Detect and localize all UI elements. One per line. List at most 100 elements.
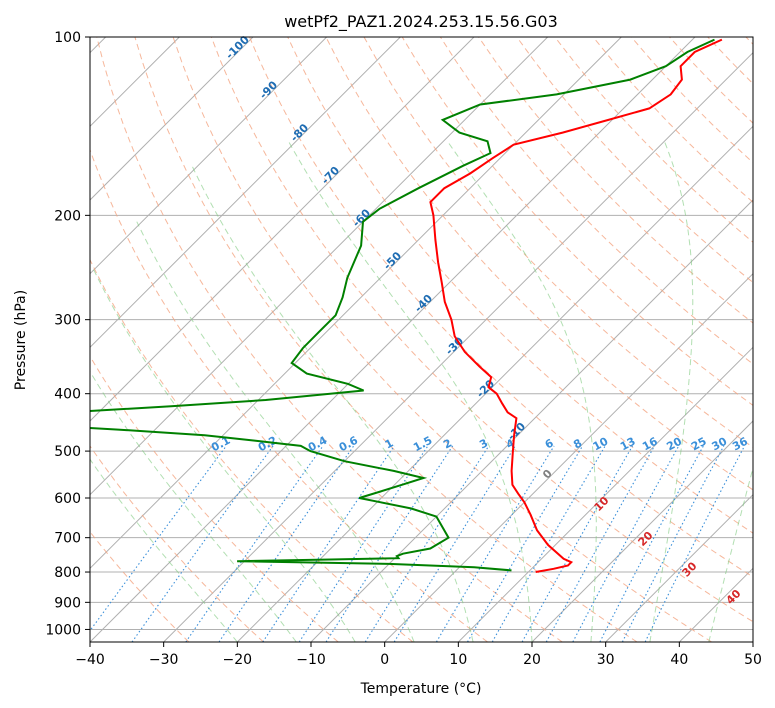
mixing-ratio-line <box>185 445 324 642</box>
mixing-ratio-line <box>435 445 555 642</box>
isotherm-line <box>90 37 254 201</box>
isotherm-line <box>678 567 753 642</box>
mixing-ratio-line <box>572 445 680 642</box>
x-tick-label: 0 <box>380 652 389 668</box>
y-tick-label: 600 <box>54 491 81 507</box>
mixing-ratio-label: 10 <box>591 435 611 454</box>
mixing-ratio-line <box>467 445 584 642</box>
mixing-ratio-line <box>545 445 656 642</box>
profiles <box>90 38 723 573</box>
dry-adiabat <box>90 148 488 642</box>
dry-adiabat <box>554 37 753 243</box>
y-axis-title: Pressure (hPa) <box>13 290 29 390</box>
mixing-ratio-line <box>364 445 490 642</box>
mixing-ratio-line <box>521 445 633 642</box>
dry-adiabat <box>172 37 712 642</box>
isotherm-label: 40 <box>724 587 744 607</box>
y-tick-label: 800 <box>54 565 81 581</box>
y-tick-label: 300 <box>54 313 81 329</box>
dry-adiabat <box>287 37 753 534</box>
y-tick-label: 400 <box>54 387 81 403</box>
dry-adiabat <box>439 37 753 365</box>
x-tick-label: 20 <box>523 652 541 668</box>
x-tick-label: −30 <box>149 652 179 668</box>
isotherm-line <box>605 493 753 642</box>
dry-adiabat <box>90 355 339 642</box>
plot-frame <box>89 36 754 643</box>
y-tick-label: 200 <box>54 208 81 224</box>
x-tick-label: −10 <box>296 652 326 668</box>
isotherm-label: -80 <box>288 121 311 144</box>
dry-adiabat <box>96 37 563 642</box>
moist-adiabat <box>708 466 753 642</box>
isotherm-line <box>90 37 401 349</box>
x-axis-title: Temperature (°C) <box>360 681 482 697</box>
mixing-ratio-label: 25 <box>689 435 709 454</box>
y-tick-label: 900 <box>54 595 81 611</box>
mixing-ratio-label: 6 <box>543 436 556 451</box>
mixing-ratio-line <box>262 445 395 642</box>
mixing-ratio-line <box>325 445 454 642</box>
y-tick-label: 700 <box>54 531 81 547</box>
mixing-ratio-label: 2 <box>441 436 454 451</box>
isotherm-label: -90 <box>257 78 280 101</box>
dry-adiabat <box>592 37 753 203</box>
isotherm-line <box>90 37 475 422</box>
isotherm-label: -20 <box>474 377 497 400</box>
mixing-ratio-line <box>644 445 746 642</box>
isotherm-line <box>457 346 753 642</box>
mixing-ratio-line <box>298 445 429 642</box>
y-tick-label: 100 <box>54 30 81 46</box>
isotherm-line <box>310 199 753 642</box>
isotherm-line <box>236 125 753 642</box>
dry-adiabat <box>707 37 753 85</box>
background-lines <box>90 37 753 642</box>
mixing-ratio-line <box>218 445 355 642</box>
mixing-ratio-line <box>599 445 704 642</box>
isotherm-line <box>90 37 696 642</box>
mixing-ratio-label: 36 <box>730 435 750 454</box>
dewpoint-profile <box>90 38 715 572</box>
moist-adiabat <box>649 141 694 642</box>
mixing-ratio-line <box>621 445 725 642</box>
mixing-ratio-label: 30 <box>710 435 730 454</box>
isotherm-line <box>163 51 753 642</box>
dry-adiabat <box>325 37 753 491</box>
dry-adiabat <box>745 37 753 45</box>
x-tick-label: −40 <box>75 652 105 668</box>
dry-adiabat <box>90 258 414 642</box>
isotherm-label: -50 <box>381 249 404 272</box>
mixing-ratio-line <box>90 445 227 632</box>
axes: −40 −30 −20 −10 0 10 20 30 40 50 100 200 300 400 500 60… <box>45 30 762 668</box>
moist-adiabat <box>92 267 356 642</box>
dry-adiabat <box>90 445 264 642</box>
isotherm-line <box>752 641 753 642</box>
moist-adiabat <box>191 165 474 642</box>
isotherm-line <box>90 37 328 275</box>
y-tick-label: 1000 <box>45 622 81 638</box>
mixing-ratio-line <box>393 445 516 642</box>
dry-adiabat <box>669 37 753 124</box>
dry-adiabat <box>516 37 753 284</box>
mixing-ratio-line <box>131 445 274 642</box>
moist-adiabat <box>90 370 297 642</box>
isotherm-line <box>90 37 622 570</box>
isotherm-label: -40 <box>412 292 435 315</box>
x-tick-label: 40 <box>670 652 688 668</box>
mixing-ratio-label: 16 <box>640 435 660 454</box>
x-tick-label: 30 <box>597 652 615 668</box>
temperature-profile <box>429 38 723 573</box>
isotherm-label: 10 <box>592 494 612 514</box>
x-tick-label: 50 <box>744 652 762 668</box>
isotherm-label: -70 <box>319 164 342 187</box>
isotherm-label: 20 <box>636 529 656 549</box>
x-tick-label: −20 <box>223 652 253 668</box>
y-tick-label: 500 <box>54 444 81 460</box>
mixing-ratio-label: 20 <box>664 435 684 454</box>
x-tick-label: 10 <box>449 652 467 668</box>
dry-adiabat <box>249 37 753 578</box>
chart-title: wetPf2_PAZ1.2024.253.15.56.G03 <box>284 12 558 32</box>
moist-adiabat <box>136 221 415 642</box>
isotherm-line <box>531 420 753 642</box>
